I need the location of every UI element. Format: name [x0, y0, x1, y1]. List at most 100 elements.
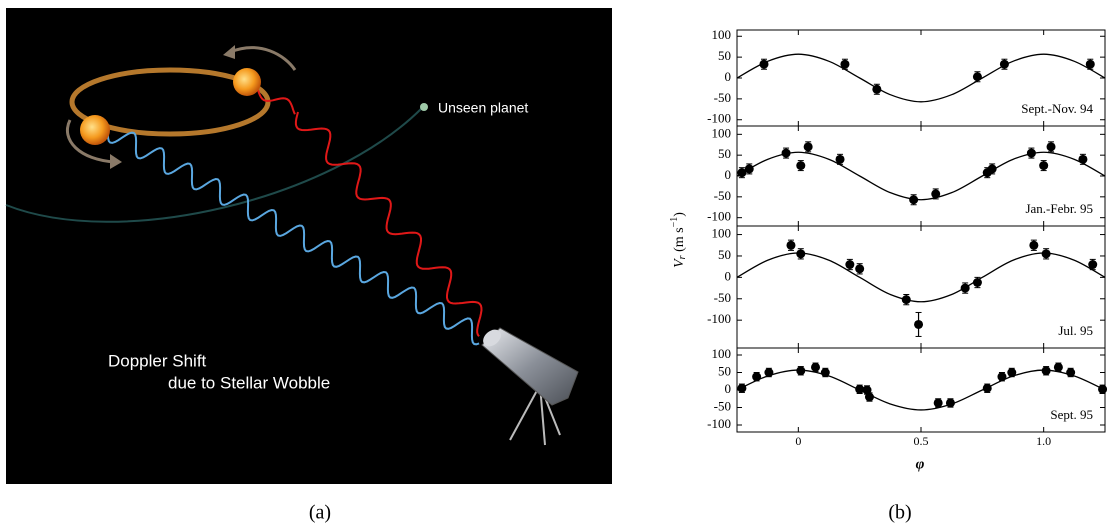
light-wave	[294, 111, 483, 337]
data-point	[1046, 142, 1056, 152]
y-tick-label: -50	[714, 290, 731, 305]
data-point	[1026, 148, 1036, 158]
data-point	[811, 362, 821, 372]
data-point	[840, 59, 850, 69]
data-point	[1078, 154, 1088, 164]
arrow-head	[223, 45, 235, 59]
data-point	[1039, 161, 1049, 171]
data-point	[737, 383, 747, 393]
motion-arrow	[65, 119, 116, 164]
illustration: Unseen planet Doppler Shift due to Stell…	[5, 8, 612, 484]
y-tick-label: 50	[718, 363, 731, 378]
tripod-leg	[509, 384, 541, 441]
x-tick-label: 0.5	[914, 434, 929, 448]
fit-curve	[736, 252, 1106, 303]
data-point	[945, 398, 955, 408]
data-point	[845, 260, 855, 270]
light-wave	[106, 129, 480, 346]
panel-title: Sept.-Nov. 94	[1021, 101, 1093, 116]
data-point	[982, 383, 992, 393]
data-point	[901, 295, 911, 305]
y-tick-label: 100	[712, 125, 732, 140]
y-tick-label: -100	[707, 111, 731, 126]
data-point	[1053, 362, 1063, 372]
x-tick-label: 0	[795, 434, 801, 448]
data-point	[820, 368, 830, 377]
data-point	[764, 368, 774, 377]
data-point	[1029, 240, 1039, 250]
data-point	[855, 384, 865, 394]
y-tick-label: -100	[707, 416, 731, 431]
data-point	[796, 161, 806, 171]
data-point	[972, 278, 982, 288]
y-tick-label: 100	[712, 27, 732, 42]
y-tick-label: 50	[718, 48, 731, 63]
x-tick-label: 1.0	[1036, 434, 1051, 448]
data-point	[864, 392, 874, 402]
data-point	[960, 283, 970, 293]
data-point	[1085, 59, 1095, 69]
light-waves	[106, 89, 483, 346]
y-tick-label: 50	[718, 247, 731, 262]
data-point	[1041, 249, 1051, 259]
data-point	[1007, 368, 1017, 377]
data-point	[1041, 366, 1051, 376]
y-tick-label: -100	[707, 311, 731, 326]
data-point	[909, 195, 919, 205]
y-tick-label: 0	[725, 167, 732, 182]
panel-label: (b)	[888, 502, 911, 524]
data-point	[862, 385, 872, 395]
fit-curve	[736, 369, 1106, 411]
motion-arrow	[229, 46, 297, 71]
y-tick-label: 100	[712, 346, 732, 361]
data-point	[796, 249, 806, 259]
y-label-part: V	[672, 258, 687, 268]
data-point	[872, 84, 882, 94]
planet-orbit	[5, 107, 423, 223]
data-point	[914, 319, 924, 329]
data-point	[759, 59, 769, 69]
panel-title: Jan.-Febr. 95	[1025, 201, 1093, 216]
y-tick-label: -50	[714, 90, 731, 105]
fit-curve	[736, 151, 1106, 201]
radial-velocity-panels: 100 50 0 -50 -100 Sept.-Nov. 94 100 50 0 -50 -100 J…	[707, 27, 1107, 448]
data-point	[752, 372, 762, 382]
data-point	[931, 189, 941, 199]
illustration-background	[6, 8, 612, 484]
y-axis-label: Vr (m s−1)	[669, 212, 688, 268]
arrow-head	[110, 154, 122, 169]
y-tick-label: 50	[718, 146, 731, 161]
data-point	[744, 164, 754, 174]
data-point	[737, 168, 747, 178]
data-point	[796, 366, 806, 376]
y-tick-label: -50	[714, 398, 731, 413]
telescope-lens	[483, 329, 501, 347]
y-tick-label: 100	[712, 226, 732, 241]
data-point	[1098, 384, 1107, 394]
caption: due to Stellar Wobble	[168, 373, 330, 392]
data-point	[781, 148, 791, 158]
data-point	[1066, 368, 1076, 377]
telescope	[481, 327, 579, 446]
star	[233, 68, 261, 96]
fit-curve	[736, 53, 1106, 103]
data-point	[855, 264, 865, 274]
data-point	[786, 240, 796, 250]
y-tick-label: -100	[707, 209, 731, 224]
light-wave	[257, 89, 296, 115]
data-point	[933, 398, 943, 408]
y-label-part: )	[672, 212, 687, 217]
y-tick-label: -50	[714, 188, 731, 203]
data-point	[999, 59, 1009, 69]
y-tick-label: 0	[725, 268, 732, 283]
caption: Doppler Shift	[108, 351, 207, 370]
y-label-part: −1	[669, 217, 680, 228]
y-tick-label: 0	[725, 381, 732, 396]
data-point	[803, 142, 813, 152]
star-orbit	[69, 67, 271, 137]
data-point	[997, 372, 1007, 382]
data-point	[972, 72, 982, 82]
x-axis-label: φ	[916, 456, 925, 472]
data-point	[835, 154, 845, 164]
